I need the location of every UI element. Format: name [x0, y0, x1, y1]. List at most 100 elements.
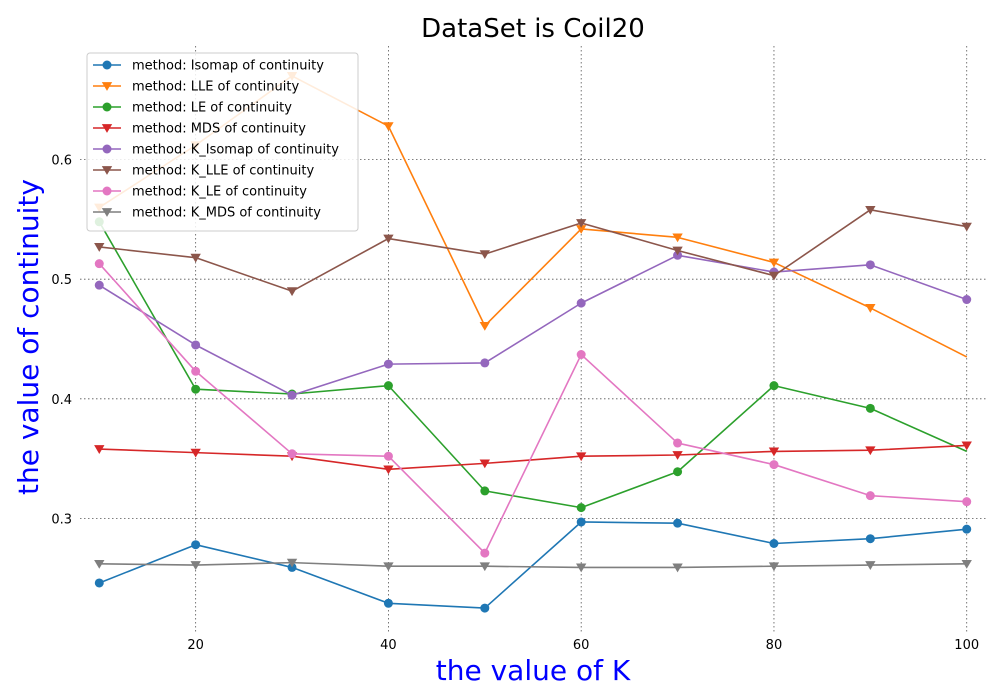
data-point	[672, 246, 683, 256]
series-layer	[94, 72, 972, 613]
series-group	[94, 205, 972, 297]
series-line	[98, 221, 968, 509]
data-point	[576, 298, 586, 308]
legend-label: method: MDS of continuity	[132, 122, 306, 137]
grid	[80, 46, 986, 632]
data-point	[769, 460, 779, 470]
data-point	[94, 243, 105, 252]
x-tick-label: 40	[380, 638, 397, 653]
data-point	[768, 271, 780, 281]
data-point	[768, 258, 780, 268]
data-point	[191, 384, 201, 394]
chart-title: DataSet is Coil20	[421, 14, 645, 44]
legend-item: method: K_LLE of continuity	[93, 164, 314, 179]
data-point	[191, 366, 201, 376]
legend-label: method: Isomap of continuity	[132, 59, 324, 74]
data-point	[576, 225, 587, 234]
data-point	[962, 295, 972, 305]
data-point	[383, 359, 393, 369]
data-point	[287, 449, 297, 459]
series-group	[94, 441, 972, 475]
legend-item: method: K_LE of continuity	[93, 185, 307, 200]
legend-item: method: K_MDS of continuity	[93, 206, 321, 221]
series-group	[94, 517, 972, 613]
data-point	[94, 259, 104, 269]
data-point	[865, 260, 875, 270]
y-axis-label: the value of continuity	[12, 179, 45, 495]
data-point	[286, 287, 298, 297]
data-point	[102, 186, 112, 196]
data-point	[479, 562, 490, 572]
data-point	[576, 517, 586, 527]
data-point	[94, 280, 104, 290]
series-line	[98, 263, 967, 554]
data-point	[101, 166, 113, 175]
y-tick-label: 0.5	[51, 273, 72, 288]
data-point	[383, 562, 394, 572]
x-tick-label: 80	[766, 638, 783, 653]
data-point	[191, 540, 201, 550]
series-group	[94, 217, 968, 513]
data-point	[865, 561, 876, 570]
data-point	[962, 497, 972, 507]
data-point	[479, 459, 490, 469]
x-tick-label: 60	[573, 638, 590, 653]
data-point	[480, 358, 490, 368]
data-point	[102, 144, 112, 154]
x-tick-label: 100	[954, 638, 979, 653]
data-point	[190, 253, 201, 263]
legend-label: method: LLE of continuity	[132, 80, 299, 95]
data-point	[961, 222, 972, 232]
data-point	[190, 561, 201, 570]
x-axis-label: the value of K	[436, 654, 631, 687]
series-line	[98, 254, 967, 397]
legend-label: method: K_LLE of continuity	[132, 164, 314, 179]
data-point	[102, 60, 112, 70]
legend-label: method: K_LE of continuity	[132, 185, 307, 200]
data-point	[190, 448, 201, 458]
data-point	[865, 304, 876, 313]
data-point	[865, 534, 875, 544]
data-point	[673, 518, 683, 528]
data-point	[576, 503, 586, 513]
series-line	[98, 521, 967, 609]
data-point	[672, 233, 683, 243]
data-point	[865, 205, 876, 215]
data-point	[865, 491, 875, 501]
legend-item: method: LE of continuity	[93, 101, 292, 116]
legend-label: method: K_Isomap of continuity	[132, 143, 339, 158]
data-point	[865, 403, 875, 413]
series-group	[94, 259, 972, 558]
data-point	[101, 82, 113, 91]
data-point	[672, 563, 683, 573]
data-point	[287, 390, 297, 400]
tick-labels: 20 40 60 80 100 0.3 0.4 0.5 0.6	[51, 154, 979, 653]
data-point	[769, 381, 779, 391]
data-point	[383, 465, 394, 475]
y-tick-label: 0.4	[51, 393, 72, 408]
legend: method: Isomap of continuity method: LLE …	[86, 52, 359, 232]
data-point	[480, 486, 490, 496]
data-point	[769, 539, 779, 549]
data-point	[101, 208, 113, 217]
series-line	[99, 561, 967, 569]
data-point	[479, 250, 490, 260]
legend-item: method: MDS of continuity	[93, 122, 306, 137]
legend-label: method: LE of continuity	[132, 101, 292, 116]
legend-label: method: K_MDS of continuity	[132, 206, 321, 221]
data-point	[576, 219, 587, 228]
data-point	[383, 122, 394, 132]
data-point	[576, 452, 587, 462]
data-point	[191, 340, 201, 350]
data-point	[383, 598, 393, 608]
data-point	[768, 447, 780, 457]
y-tick-label: 0.3	[51, 512, 72, 527]
data-point	[94, 559, 105, 569]
data-point	[480, 603, 490, 613]
data-point	[383, 381, 393, 391]
data-point	[962, 524, 972, 534]
legend-item: method: LLE of continuity	[93, 80, 299, 95]
data-point	[383, 451, 393, 461]
data-point	[961, 559, 972, 569]
